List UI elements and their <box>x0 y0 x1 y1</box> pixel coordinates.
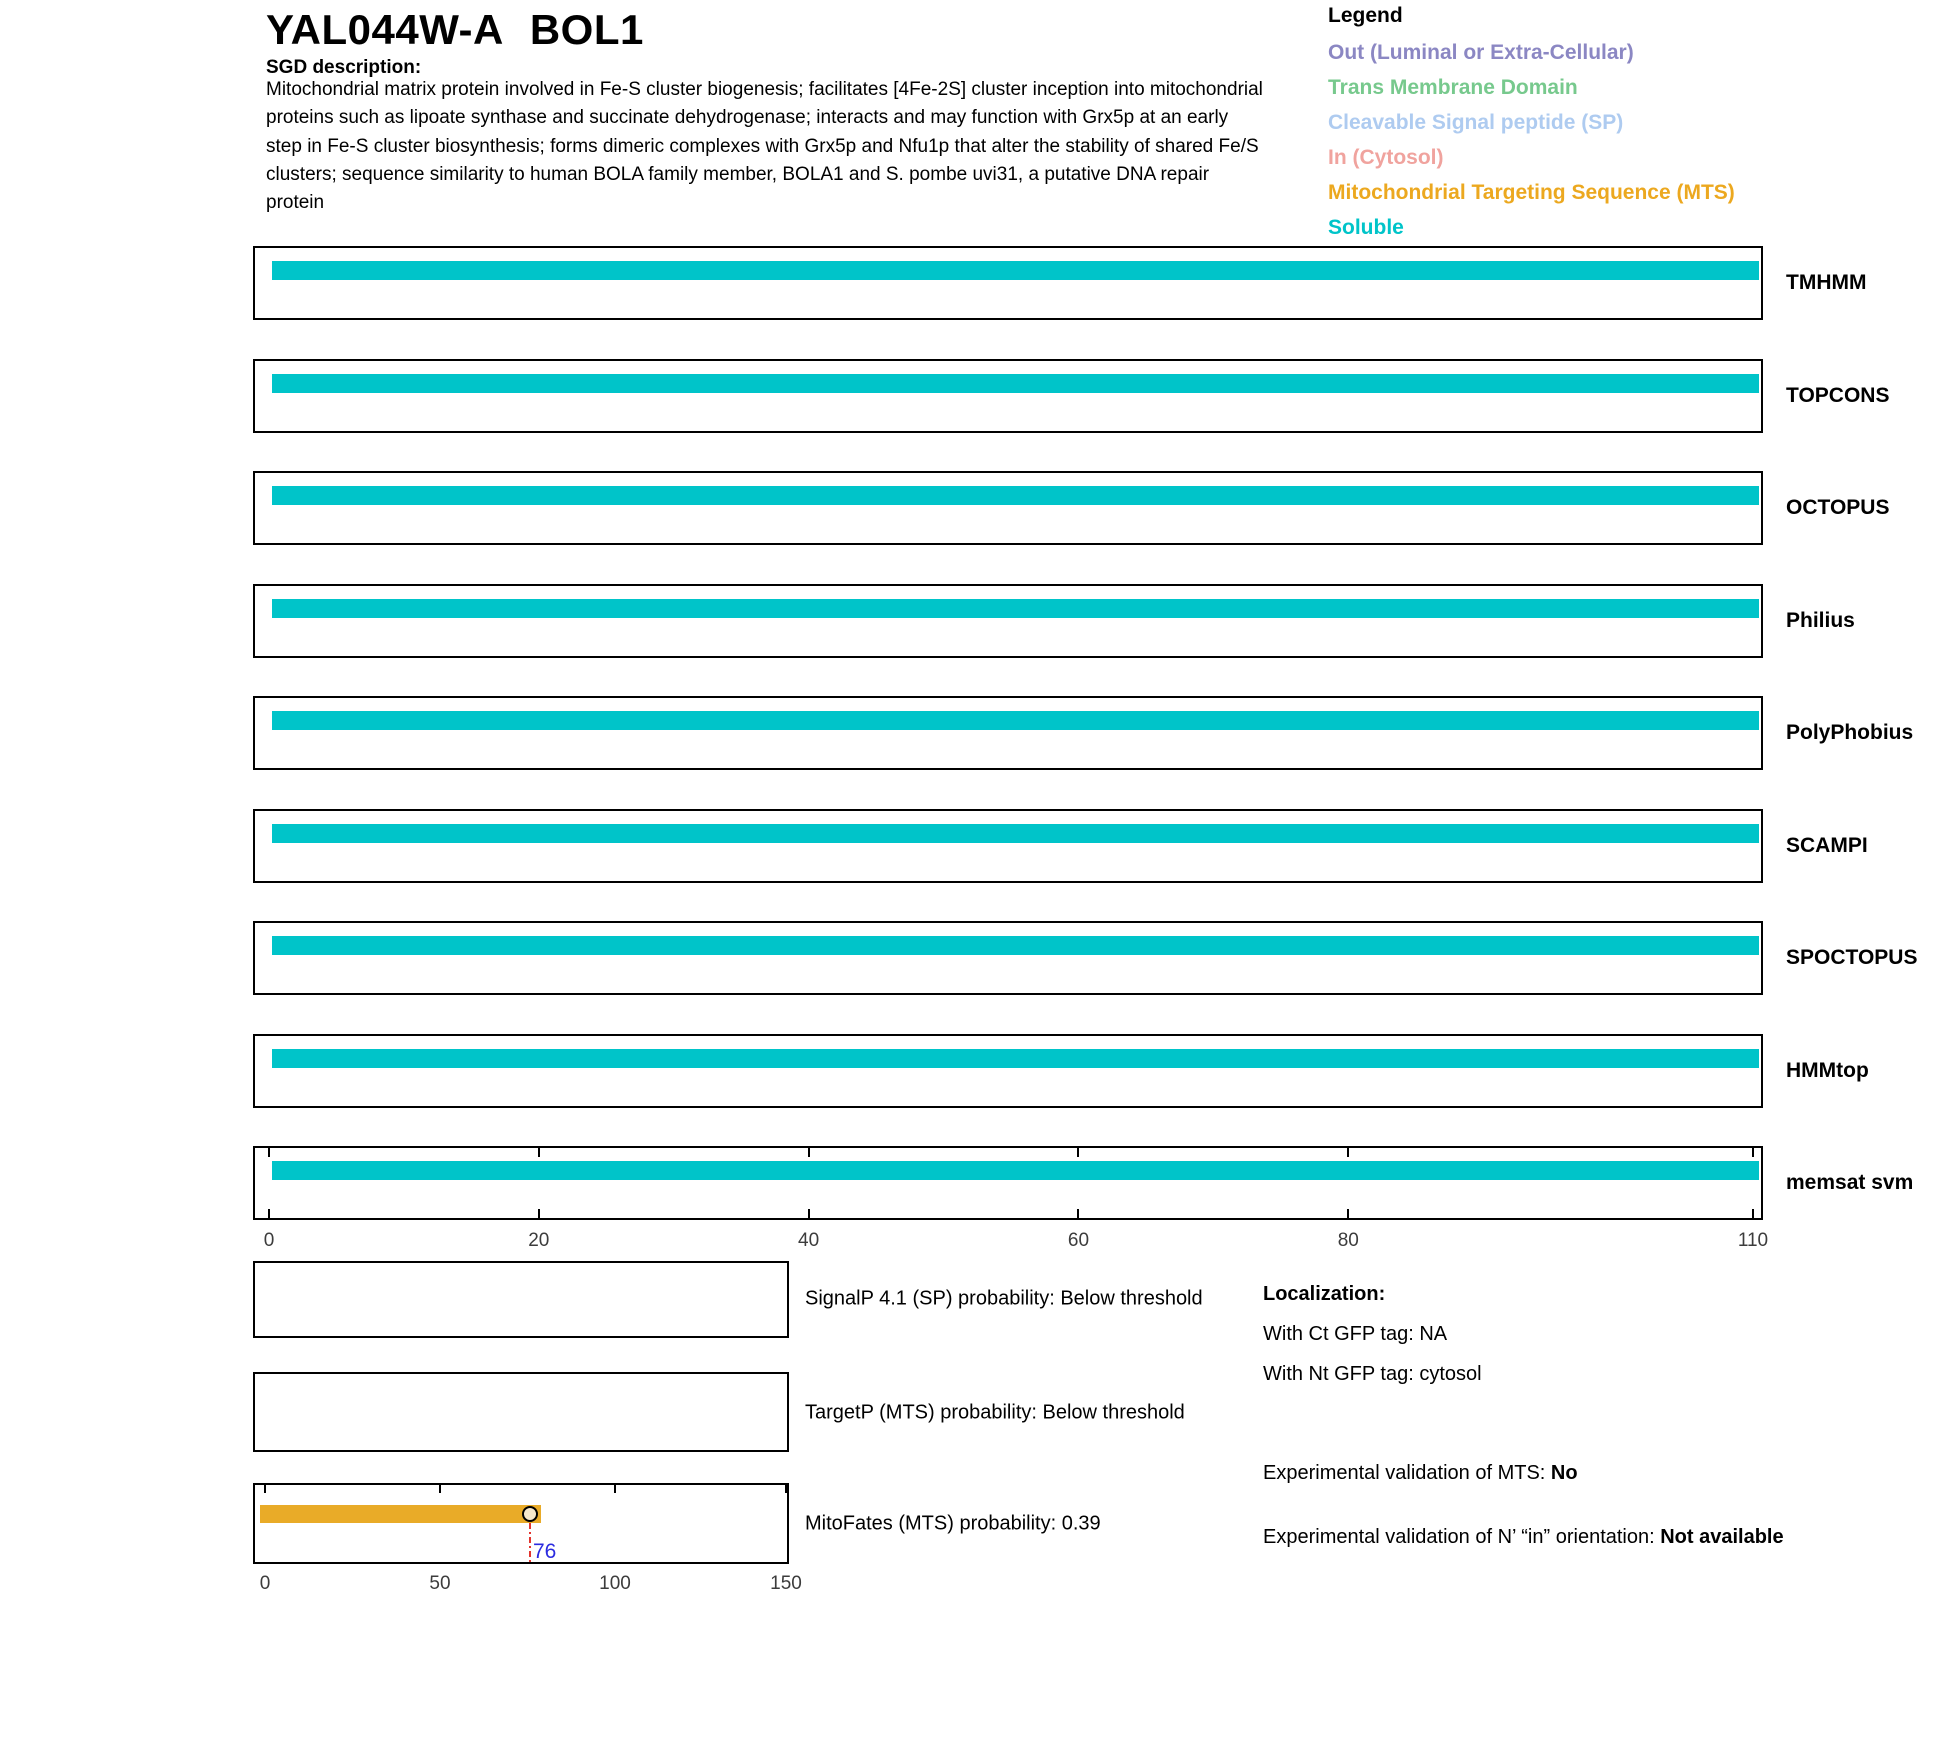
targetp-plot-box <box>253 1372 789 1452</box>
gene-name: BOL1 <box>529 6 644 53</box>
track-label-tmhmm: TMHMM <box>1786 271 1867 294</box>
legend-item-sp: Cleavable Signal peptide (SP) <box>1328 111 1624 134</box>
cleavage-site-marker <box>522 1506 538 1522</box>
x-axis-tick-bottom <box>268 1209 270 1218</box>
mitofates-tick-label: 50 <box>429 1573 451 1594</box>
track-box-topcons <box>253 359 1763 433</box>
cleavage-site-position-label: 76 <box>533 1540 557 1563</box>
track-box-polyphobius <box>253 696 1763 770</box>
soluble-bar <box>272 936 1759 955</box>
x-axis-tick-top <box>807 1148 810 1157</box>
mts-validation-value: No <box>1550 1462 1578 1484</box>
soluble-bar <box>272 1161 1759 1180</box>
track-box-tmhmm <box>253 246 1763 320</box>
soluble-bar <box>272 374 1759 393</box>
x-axis-tick-top <box>1347 1148 1350 1157</box>
x-axis-tick-label: 60 <box>1067 1230 1090 1251</box>
track-label-memsat-svm: memsat svm <box>1786 1171 1914 1194</box>
x-axis-tick-label: 0 <box>263 1230 275 1251</box>
track-box-scampi <box>253 809 1763 883</box>
soluble-bar <box>272 711 1759 730</box>
page-title: YAL044W-A BOL1 <box>266 6 644 54</box>
mts-validation-label: Experimental validation of MTS: <box>1263 1462 1551 1484</box>
soluble-bar <box>272 1049 1759 1068</box>
track-label-hmmtop: HMMtop <box>1786 1059 1869 1082</box>
legend-title: Legend <box>1328 4 1403 27</box>
localization-title: Localization: <box>1263 1283 1386 1305</box>
orientation-validation-value: Not available <box>1660 1526 1784 1548</box>
x-axis-tick-bottom <box>1347 1209 1350 1218</box>
legend-item-soluble: Soluble <box>1328 216 1404 239</box>
track-label-octopus: OCTOPUS <box>1786 496 1890 519</box>
x-axis-tick-top <box>268 1148 270 1157</box>
x-axis-tick-top <box>1077 1148 1080 1157</box>
targetp-label: TargetP (MTS) probability: Below thresho… <box>805 1401 1185 1424</box>
track-label-topcons: TOPCONS <box>1786 384 1890 407</box>
x-axis-tick-label: 20 <box>528 1230 550 1251</box>
legend-item-tmd: Trans Membrane Domain <box>1328 76 1578 99</box>
localization-nt-line: With Nt GFP tag: cytosol <box>1263 1363 1482 1385</box>
mts-validation-line: Experimental validation of MTS: No <box>1263 1462 1578 1485</box>
cleavage-site-guide-line <box>529 1523 531 1562</box>
orientation-validation-label: Experimental validation of N’ “in” orien… <box>1263 1526 1661 1548</box>
track-label-polyphobius: PolyPhobius <box>1786 721 1914 744</box>
x-axis-tick-top <box>1751 1148 1754 1157</box>
signalp-plot-box <box>253 1261 789 1338</box>
x-axis-tick-bottom <box>1077 1209 1080 1218</box>
mitofates-tick-top <box>439 1485 441 1493</box>
mitofates-tick-label: 100 <box>599 1573 631 1594</box>
track-label-scampi: SCAMPI <box>1786 834 1868 857</box>
orf-name: YAL044W-A <box>266 6 504 53</box>
x-axis-tick-label: 110 <box>1737 1230 1769 1251</box>
localization-ct-line: With Ct GFP tag: NA <box>1263 1323 1448 1345</box>
track-box-hmmtop <box>253 1034 1763 1108</box>
legend-item-out: Out (Luminal or Extra-Cellular) <box>1328 41 1634 64</box>
x-axis-tick-bottom <box>1751 1209 1754 1218</box>
soluble-bar <box>272 599 1759 618</box>
track-box-memsat-svm <box>253 1146 1763 1220</box>
soluble-bar <box>272 486 1759 505</box>
track-box-philius <box>253 584 1763 658</box>
mitofates-tick-label: 0 <box>259 1573 271 1594</box>
mitofates-tick-top <box>614 1485 616 1493</box>
x-axis-tick-label: 40 <box>798 1230 820 1251</box>
legend: Legend Out (Luminal or Extra-Cellular) T… <box>1328 4 1888 250</box>
track-label-spoctopus: SPOCTOPUS <box>1786 946 1918 969</box>
mitofates-tick-top <box>264 1485 266 1493</box>
track-label-philius: Philius <box>1786 609 1855 632</box>
mts-bar <box>260 1505 541 1523</box>
sgd-description-text: Mitochondrial matrix protein involved in… <box>266 79 1263 214</box>
mitofates-label: MitoFates (MTS) probability: 0.39 <box>805 1512 1101 1535</box>
legend-item-in: In (Cytosol) <box>1328 146 1444 169</box>
track-box-spoctopus <box>253 921 1763 995</box>
mitofates-tick-top <box>785 1485 787 1493</box>
x-axis-tick-label: 80 <box>1337 1230 1359 1251</box>
soluble-bar <box>272 261 1759 280</box>
mitofates-plot-box <box>253 1483 789 1564</box>
soluble-bar <box>272 824 1759 843</box>
signalp-label: SignalP 4.1 (SP) probability: Below thre… <box>805 1287 1203 1310</box>
track-box-octopus <box>253 471 1763 545</box>
orientation-validation-line: Experimental validation of N’ “in” orien… <box>1263 1522 1823 1553</box>
mitofates-tick-label: 150 <box>770 1573 802 1594</box>
x-axis-tick-top <box>537 1148 540 1157</box>
x-axis-tick-bottom <box>537 1209 540 1218</box>
legend-item-mts: Mitochondrial Targeting Sequence (MTS) <box>1328 181 1735 204</box>
sgd-description-label: SGD description: <box>266 57 422 78</box>
x-axis-tick-bottom <box>807 1209 810 1218</box>
